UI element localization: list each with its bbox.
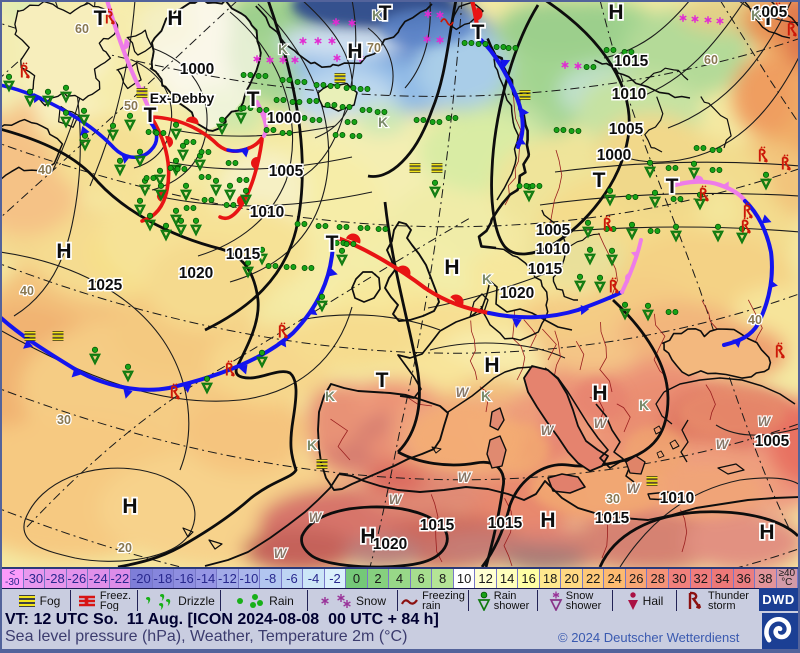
svg-text:T: T [144, 104, 157, 127]
svg-text:1005: 1005 [536, 222, 571, 239]
svg-text:H: H [540, 509, 555, 532]
svg-text:K: K [307, 437, 317, 453]
svg-text:K: K [482, 271, 492, 287]
svg-text:W: W [456, 385, 470, 400]
svg-text:1015: 1015 [528, 261, 563, 278]
svg-text:1000: 1000 [180, 61, 214, 78]
svg-text:1000: 1000 [597, 147, 631, 164]
svg-text:T: T [593, 169, 606, 192]
svg-text:1005: 1005 [753, 4, 788, 21]
svg-text:W: W [594, 416, 608, 431]
svg-text:H: H [360, 525, 375, 548]
svg-text:T: T [376, 369, 389, 392]
svg-text:H: H [592, 382, 607, 405]
svg-text:1015: 1015 [614, 53, 649, 70]
svg-text:Ex-Debby: Ex-Debby [150, 90, 215, 106]
svg-text:K: K [372, 7, 382, 23]
svg-text:K: K [325, 388, 335, 404]
svg-text:1005: 1005 [609, 121, 644, 138]
svg-text:H: H [347, 40, 362, 63]
svg-text:70: 70 [367, 41, 381, 55]
svg-text:1020: 1020 [373, 536, 407, 553]
svg-text:50: 50 [124, 99, 138, 113]
svg-text:1015: 1015 [420, 517, 455, 534]
svg-text:T: T [472, 21, 485, 44]
svg-text:W: W [758, 414, 772, 429]
svg-text:T: T [247, 88, 260, 111]
svg-text:K: K [639, 397, 649, 413]
svg-text:1020: 1020 [500, 285, 534, 302]
svg-text:1020: 1020 [179, 265, 213, 282]
svg-text:40: 40 [38, 163, 52, 177]
svg-text:60: 60 [75, 22, 89, 36]
svg-text:W: W [716, 437, 730, 452]
svg-text:H: H [608, 2, 623, 24]
svg-text:1010: 1010 [612, 86, 646, 103]
svg-text:T: T [326, 232, 339, 255]
svg-text:30: 30 [606, 492, 620, 506]
svg-text:K: K [378, 114, 388, 130]
svg-text:T: T [762, 7, 775, 30]
svg-text:1010: 1010 [660, 490, 694, 507]
svg-text:1015: 1015 [488, 515, 523, 532]
svg-text:T: T [379, 2, 392, 25]
svg-text:W: W [627, 481, 641, 496]
svg-text:H: H [759, 521, 774, 544]
svg-text:K: K [278, 41, 288, 57]
svg-text:H: H [56, 240, 71, 263]
svg-text:W: W [389, 492, 403, 507]
svg-text:1010: 1010 [536, 241, 570, 258]
svg-text:40: 40 [20, 284, 34, 298]
svg-text:60: 60 [704, 53, 718, 67]
svg-text:T: T [666, 175, 679, 198]
svg-text:1015: 1015 [595, 510, 630, 527]
svg-text:T: T [94, 7, 107, 30]
svg-text:H: H [167, 7, 182, 30]
svg-text:1010: 1010 [250, 204, 284, 221]
svg-text:W: W [458, 470, 472, 485]
svg-text:W: W [274, 546, 288, 561]
svg-text:1005: 1005 [269, 163, 304, 180]
svg-text:1005: 1005 [755, 433, 790, 450]
svg-text:K: K [481, 388, 491, 404]
svg-text:1015: 1015 [226, 246, 261, 263]
svg-text:30: 30 [57, 413, 71, 427]
svg-text:K: K [751, 7, 761, 23]
svg-text:H: H [122, 495, 137, 518]
svg-text:1000: 1000 [267, 110, 301, 127]
svg-text:W: W [309, 510, 323, 525]
svg-text:40: 40 [748, 313, 762, 327]
svg-text:W: W [541, 423, 555, 438]
svg-text:1025: 1025 [88, 277, 123, 294]
svg-text:H: H [444, 256, 459, 279]
svg-text:20: 20 [118, 541, 132, 555]
svg-text:H: H [484, 354, 499, 377]
